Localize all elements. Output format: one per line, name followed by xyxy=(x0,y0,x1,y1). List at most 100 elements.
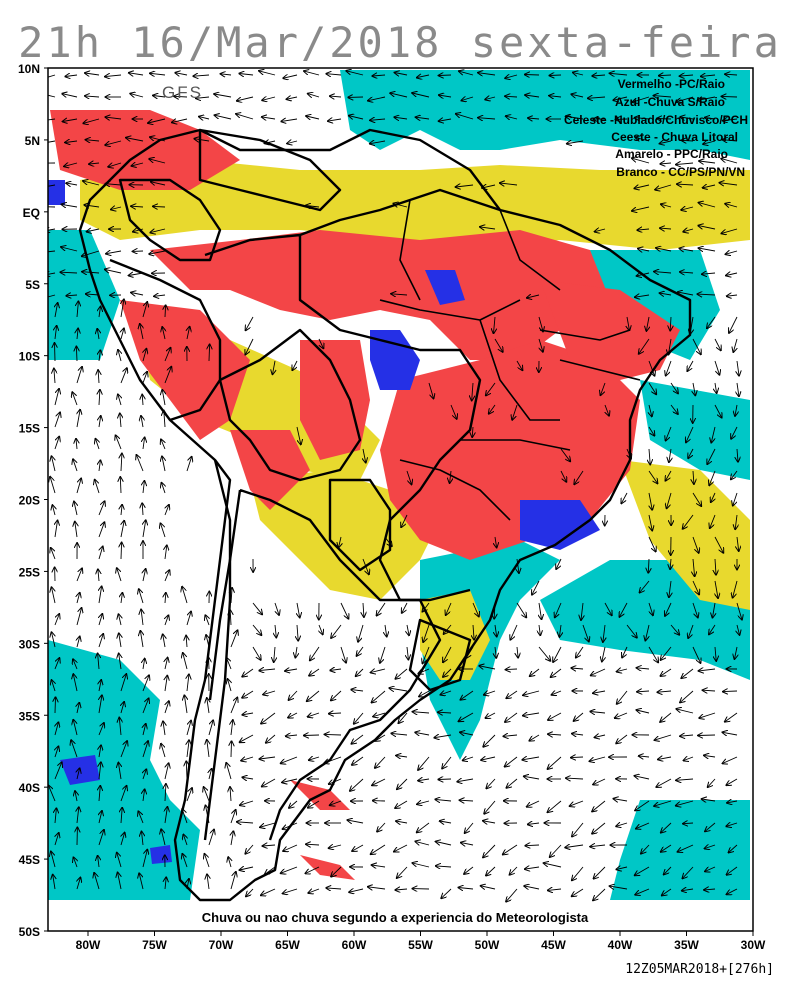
wind-arrow xyxy=(660,293,672,295)
wind-arrow xyxy=(329,713,342,714)
wind-arrow xyxy=(252,646,261,660)
wind-arrow xyxy=(350,778,364,791)
wind-arrow xyxy=(567,141,584,144)
wind-arrow xyxy=(153,96,166,98)
wind-arrow xyxy=(460,732,474,735)
wind-arrow xyxy=(548,734,562,735)
wind-arrow xyxy=(142,699,149,714)
wind-arrow xyxy=(602,646,605,661)
wind-arrow xyxy=(436,842,452,846)
wind-arrow xyxy=(661,204,672,207)
wind-arrow xyxy=(372,865,386,867)
wind-arrow xyxy=(604,602,612,615)
wind-arrow xyxy=(352,734,364,744)
wind-arrow xyxy=(55,697,56,714)
wind-arrow xyxy=(261,888,276,895)
wind-arrow xyxy=(153,206,166,207)
wind-arrow xyxy=(87,229,100,232)
wind-arrow xyxy=(588,97,606,98)
wind-arrow xyxy=(73,659,77,670)
wind-arrow xyxy=(126,138,144,141)
wind-arrow xyxy=(99,416,101,428)
wind-arrow xyxy=(230,810,236,824)
wind-arrow xyxy=(446,602,452,615)
wind-arrow xyxy=(76,347,77,362)
wind-arrow xyxy=(723,691,738,692)
wind-arrow xyxy=(99,547,103,560)
wind-arrow xyxy=(331,690,342,700)
wind-arrow xyxy=(683,823,694,824)
wind-arrow xyxy=(394,117,408,119)
wind-arrow xyxy=(131,293,144,296)
wind-arrow xyxy=(121,808,122,824)
wind-arrow xyxy=(657,119,672,120)
wind-arrow xyxy=(396,821,408,823)
wind-arrow xyxy=(660,163,672,164)
wind-arrow xyxy=(165,807,167,824)
wind-arrow xyxy=(737,536,739,551)
wind-arrow xyxy=(472,602,479,616)
wind-arrow xyxy=(194,139,210,141)
wind-arrow xyxy=(656,778,672,787)
bolivia-border xyxy=(218,328,362,482)
wind-arrow xyxy=(186,612,191,626)
wind-arrow xyxy=(130,94,144,97)
lon-label: 70W xyxy=(209,938,234,952)
wind-arrow xyxy=(76,479,81,494)
wind-arrow xyxy=(162,327,165,340)
wind-arrow xyxy=(416,117,430,119)
wind-arrow xyxy=(494,338,503,352)
wind-arrow xyxy=(245,338,254,355)
wind-arrow xyxy=(635,295,650,297)
wind-arrow xyxy=(262,117,276,119)
wind-arrow xyxy=(656,248,672,251)
wind-arrow xyxy=(571,94,584,97)
wind-arrow xyxy=(240,867,254,870)
wind-arrow xyxy=(143,349,146,362)
wind-arrow xyxy=(99,350,100,362)
wind-arrow xyxy=(143,769,146,780)
wind-arrow xyxy=(89,163,100,164)
wind-arrow xyxy=(64,163,78,166)
wind-arrow xyxy=(55,747,58,758)
wind-arrow xyxy=(415,841,430,845)
wind-arrow xyxy=(75,522,77,538)
wind-arrow xyxy=(686,426,694,442)
wind-arrow xyxy=(230,630,238,648)
wind-arrow xyxy=(620,602,628,617)
wind-arrow xyxy=(731,470,738,479)
wind-arrow xyxy=(459,888,474,890)
lon-label: 80W xyxy=(76,938,101,952)
wind-arrow xyxy=(435,799,452,801)
wind-arrow xyxy=(240,800,254,805)
wind-arrow xyxy=(368,96,386,101)
wind-arrow xyxy=(715,580,718,598)
wind-arrow xyxy=(703,690,716,691)
wind-arrow xyxy=(655,184,672,190)
wind-arrow xyxy=(391,733,408,735)
wind-arrow xyxy=(527,800,540,807)
wind-arrow xyxy=(143,481,144,494)
wind-arrow xyxy=(310,646,320,660)
wind-arrow xyxy=(349,889,364,892)
wind-arrow xyxy=(165,546,167,560)
wind-arrow xyxy=(592,822,606,834)
lon-label: 60W xyxy=(342,938,367,952)
wind-arrow xyxy=(444,624,452,634)
wind-arrow xyxy=(635,137,650,141)
wind-arrow xyxy=(736,602,742,620)
wind-arrow xyxy=(77,593,80,604)
wind-arrow xyxy=(99,587,102,604)
wind-arrow xyxy=(635,118,650,119)
wind-arrow xyxy=(727,888,738,894)
wind-arrow xyxy=(164,348,171,362)
wind-arrow xyxy=(693,558,695,576)
wind-arrow xyxy=(725,74,738,75)
colombia-border xyxy=(118,178,222,262)
wind-arrow xyxy=(634,185,650,188)
wind-arrow xyxy=(660,712,672,722)
wind-arrow xyxy=(77,329,78,340)
wind-arrow xyxy=(230,698,237,714)
wind-arrow xyxy=(51,852,56,868)
cyan-region-west-pacific xyxy=(48,230,120,360)
